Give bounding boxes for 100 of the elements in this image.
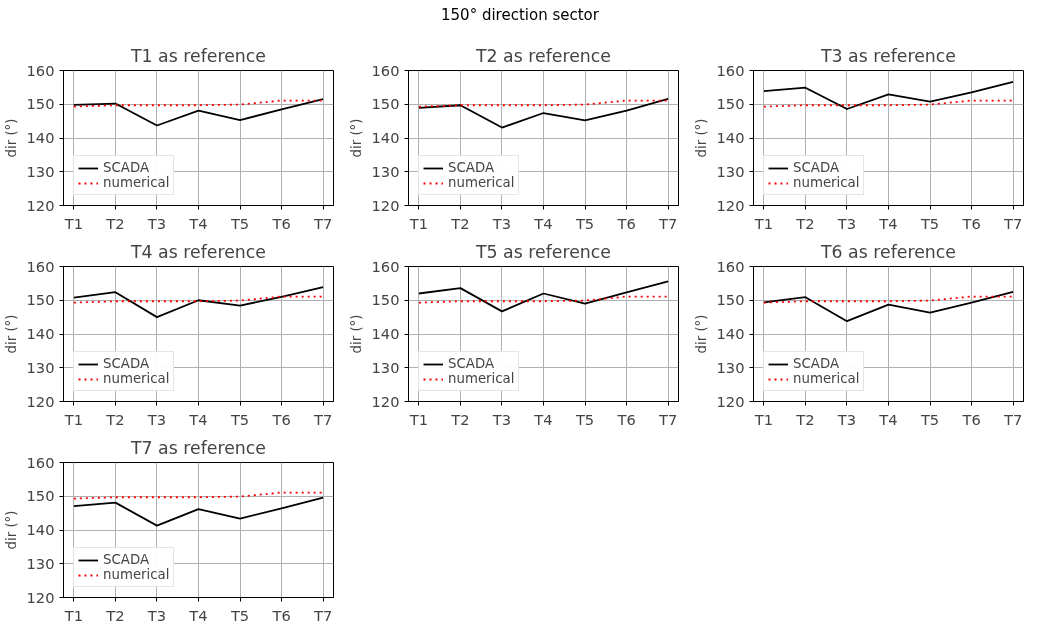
x-tick-label: T6 (616, 410, 636, 428)
y-tick-label: 120 (26, 588, 55, 606)
x-tick-label: T1 (408, 410, 429, 428)
x-tick-label: T3 (146, 606, 167, 624)
x-tick-label: T4 (188, 214, 208, 232)
y-tick-label: 150 (716, 291, 745, 309)
x-tick-label: T2 (105, 606, 125, 624)
y-tick-label: 130 (371, 358, 400, 376)
y-tick-label: 120 (26, 392, 55, 410)
x-tick-label: T3 (836, 410, 857, 428)
x-tick-label: T6 (271, 214, 291, 232)
x-tick-label: T2 (450, 214, 470, 232)
x-tick-label: T6 (961, 410, 981, 428)
y-tick-label: 150 (26, 487, 55, 505)
x-tick-label: T1 (63, 410, 84, 428)
y-axis-title: dir (°) (3, 314, 19, 354)
x-tick-label: T6 (961, 214, 981, 232)
y-tick-label: 150 (26, 95, 55, 113)
y-tick-label: 160 (371, 257, 400, 275)
y-tick-label: 160 (26, 453, 55, 471)
x-tick-label: T5 (919, 410, 940, 428)
x-tick-label: T7 (657, 410, 678, 428)
x-tick-label: T4 (533, 410, 553, 428)
y-tick-label: 160 (716, 61, 745, 79)
y-axis-title: dir (°) (3, 118, 19, 158)
x-tick-label: T2 (105, 214, 125, 232)
y-tick-label: 150 (371, 95, 400, 113)
legend-label: SCADA (103, 160, 150, 175)
x-tick-label: T5 (229, 410, 250, 428)
y-tick-label: 130 (716, 162, 745, 180)
chart-title: T4 as reference (129, 241, 267, 262)
legend-label: numerical (793, 371, 860, 386)
x-tick-label: T5 (229, 214, 250, 232)
y-tick-label: 130 (26, 358, 55, 376)
y-tick-label: 130 (716, 358, 745, 376)
chart-title: T2 as reference (474, 45, 612, 66)
x-tick-label: T5 (574, 410, 595, 428)
y-tick-label: 120 (371, 196, 400, 214)
legend-label: SCADA (103, 356, 150, 371)
y-tick-label: 140 (371, 129, 400, 146)
x-tick-label: T7 (1002, 214, 1023, 232)
x-tick-label: T7 (312, 410, 333, 428)
legend-label: numerical (103, 567, 170, 582)
y-tick-label: 120 (716, 196, 745, 214)
x-tick-label: T4 (533, 214, 553, 232)
legend-label: SCADA (448, 356, 495, 371)
x-tick-label: T3 (491, 214, 512, 232)
y-tick-label: 120 (716, 392, 745, 410)
x-tick-label: T2 (795, 214, 815, 232)
y-tick-label: 160 (371, 61, 400, 79)
x-tick-label: T1 (408, 214, 429, 232)
x-tick-label: T5 (574, 214, 595, 232)
legend-label: SCADA (793, 356, 840, 371)
y-tick-label: 150 (26, 291, 55, 309)
x-tick-label: T1 (753, 410, 774, 428)
x-tick-label: T3 (146, 214, 167, 232)
x-tick-label: T1 (63, 606, 84, 624)
y-tick-label: 150 (371, 291, 400, 309)
x-tick-label: T3 (836, 214, 857, 232)
x-tick-label: T5 (919, 214, 940, 232)
y-tick-label: 130 (26, 162, 55, 180)
x-tick-label: T1 (753, 214, 774, 232)
y-tick-label: 120 (371, 392, 400, 410)
y-tick-label: 140 (716, 129, 745, 146)
y-tick-label: 130 (371, 162, 400, 180)
y-tick-label: 150 (716, 95, 745, 113)
x-tick-label: T7 (1002, 410, 1023, 428)
y-tick-label: 130 (26, 554, 55, 572)
x-tick-label: T1 (63, 214, 84, 232)
y-tick-label: 140 (26, 129, 55, 146)
legend-label: numerical (103, 175, 170, 190)
chart-title: T7 as reference (129, 437, 267, 458)
legend-label: numerical (103, 371, 170, 386)
x-tick-label: T2 (450, 410, 470, 428)
legend-label: SCADA (103, 552, 150, 567)
y-axis-title: dir (°) (348, 314, 364, 354)
y-axis-title: dir (°) (693, 314, 709, 354)
y-tick-label: 160 (26, 61, 55, 79)
x-tick-label: T4 (878, 214, 898, 232)
x-tick-label: T7 (312, 606, 333, 624)
x-tick-label: T3 (146, 410, 167, 428)
legend-label: numerical (448, 371, 515, 386)
y-tick-label: 160 (716, 257, 745, 275)
y-tick-label: 140 (26, 521, 55, 538)
y-axis-title: dir (°) (348, 118, 364, 158)
legend-label: numerical (448, 175, 515, 190)
x-tick-label: T7 (657, 214, 678, 232)
x-tick-label: T2 (795, 410, 815, 428)
y-tick-label: 140 (716, 325, 745, 342)
legend-label: SCADA (793, 160, 840, 175)
y-tick-label: 160 (26, 257, 55, 275)
y-axis-title: dir (°) (693, 118, 709, 158)
x-tick-label: T7 (312, 214, 333, 232)
x-tick-label: T6 (271, 606, 291, 624)
chart-title: T1 as reference (129, 45, 267, 66)
text: 150° direction sector (441, 5, 599, 26)
legend-label: SCADA (448, 160, 495, 175)
y-axis-title: dir (°) (3, 510, 19, 550)
x-tick-label: T2 (105, 410, 125, 428)
x-tick-label: T3 (491, 410, 512, 428)
